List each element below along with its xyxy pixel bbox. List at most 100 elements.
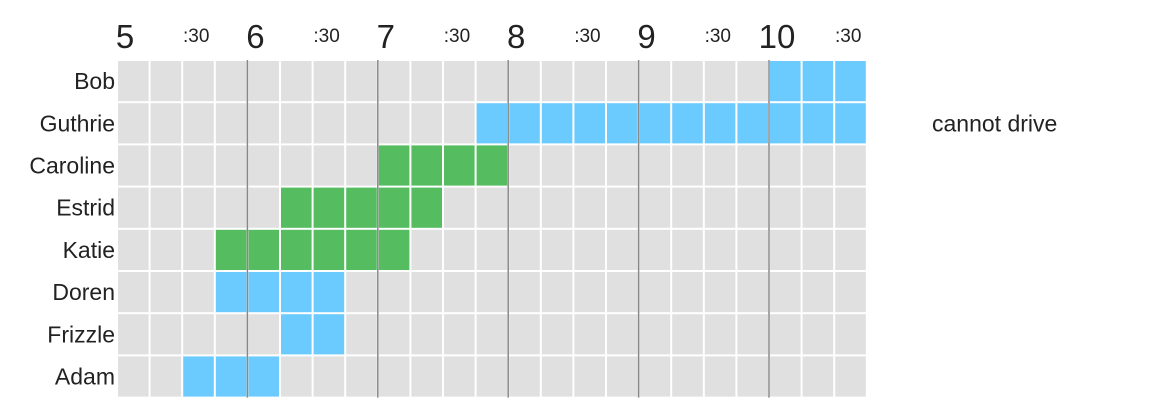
- available-cell: [639, 103, 671, 144]
- empty-cell: [444, 103, 475, 144]
- empty-cell: [183, 145, 214, 186]
- available-cell: [672, 103, 703, 144]
- empty-cell: [541, 187, 573, 228]
- empty-cell: [150, 187, 182, 228]
- empty-cell: [150, 356, 182, 397]
- empty-cell: [672, 272, 703, 313]
- empty-cell: [835, 229, 866, 270]
- empty-cell: [574, 314, 605, 355]
- empty-cell: [770, 314, 801, 355]
- empty-cell: [281, 145, 312, 186]
- empty-cell: [639, 145, 671, 186]
- available-cell: [248, 229, 279, 270]
- empty-cell: [313, 103, 345, 144]
- empty-cell: [378, 314, 410, 355]
- empty-cell: [378, 356, 410, 397]
- available-cell: [346, 187, 377, 228]
- empty-cell: [411, 229, 442, 270]
- empty-cell: [476, 356, 508, 397]
- empty-cell: [118, 272, 149, 313]
- empty-cell: [639, 314, 671, 355]
- empty-cell: [281, 356, 312, 397]
- empty-cell: [509, 272, 540, 313]
- empty-cell: [607, 187, 638, 228]
- empty-cell: [672, 229, 703, 270]
- available-cell: [802, 61, 834, 102]
- empty-cell: [411, 103, 442, 144]
- empty-cell: [509, 314, 540, 355]
- available-cell: [509, 103, 540, 144]
- half-hour-tick-label: :30: [574, 26, 600, 47]
- half-hour-tick-label: :30: [444, 26, 470, 47]
- available-cell: [281, 272, 312, 313]
- empty-cell: [607, 272, 638, 313]
- empty-cell: [378, 272, 410, 313]
- empty-cell: [541, 145, 573, 186]
- empty-cell: [118, 145, 149, 186]
- empty-cell: [704, 272, 736, 313]
- available-cell: [835, 61, 866, 102]
- empty-cell: [215, 61, 247, 102]
- empty-cell: [574, 356, 605, 397]
- row-labels: Bob Guthrie Caroline Estrid Katie Doren Frizzl…: [29, 68, 115, 389]
- row-label: Caroline: [29, 153, 115, 179]
- empty-cell: [704, 61, 736, 102]
- empty-cell: [607, 61, 638, 102]
- empty-cell: [183, 229, 214, 270]
- row-label: Frizzle: [47, 321, 115, 347]
- empty-cell: [835, 187, 866, 228]
- empty-cell: [118, 103, 149, 144]
- available-cell: [215, 272, 247, 313]
- empty-cell: [835, 356, 866, 397]
- empty-cell: [281, 103, 312, 144]
- available-cell: [411, 187, 442, 228]
- half-hour-tick-label: :30: [835, 26, 861, 47]
- empty-cell: [574, 187, 605, 228]
- empty-cell: [574, 145, 605, 186]
- empty-cell: [411, 314, 442, 355]
- empty-cell: [672, 187, 703, 228]
- empty-cell: [346, 145, 377, 186]
- empty-cell: [183, 187, 214, 228]
- empty-cell: [444, 187, 475, 228]
- empty-cell: [770, 229, 801, 270]
- available-cell: [835, 103, 866, 144]
- empty-cell: [215, 145, 247, 186]
- empty-cell: [248, 314, 279, 355]
- empty-cell: [183, 314, 214, 355]
- empty-cell: [541, 272, 573, 313]
- empty-cell: [150, 61, 182, 102]
- half-hour-tick-label: :30: [313, 26, 339, 47]
- empty-cell: [411, 356, 442, 397]
- empty-cell: [607, 145, 638, 186]
- empty-cell: [574, 61, 605, 102]
- empty-cell: [378, 61, 410, 102]
- empty-cell: [639, 229, 671, 270]
- empty-cell: [704, 187, 736, 228]
- available-cell: [346, 229, 377, 270]
- available-cell: [737, 103, 768, 144]
- empty-cell: [737, 61, 768, 102]
- empty-cell: [150, 103, 182, 144]
- available-cell: [248, 356, 279, 397]
- empty-cell: [835, 314, 866, 355]
- available-cell: [770, 61, 801, 102]
- empty-cell: [509, 187, 540, 228]
- available-cell: [281, 314, 312, 355]
- empty-cell: [118, 61, 149, 102]
- empty-cell: [444, 229, 475, 270]
- empty-cell: [770, 187, 801, 228]
- empty-cell: [444, 61, 475, 102]
- empty-cell: [802, 229, 834, 270]
- row-notes: cannot drive: [932, 110, 1057, 136]
- available-cell: [313, 229, 345, 270]
- hour-tick-label: 10: [759, 18, 796, 55]
- hour-tick-label: 7: [377, 18, 395, 55]
- empty-cell: [802, 187, 834, 228]
- empty-cell: [737, 272, 768, 313]
- available-cell: [313, 187, 345, 228]
- available-cell: [444, 145, 475, 186]
- empty-cell: [346, 272, 377, 313]
- empty-cell: [215, 314, 247, 355]
- empty-cell: [444, 314, 475, 355]
